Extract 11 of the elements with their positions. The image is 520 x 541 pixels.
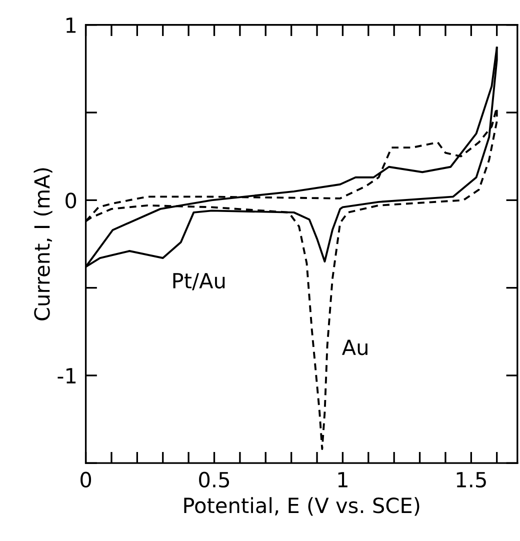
y-tick-label: 0 xyxy=(66,192,76,208)
x-tick-label: 0.5 xyxy=(199,472,229,488)
annotation: Au xyxy=(342,340,368,356)
x-tick-label: 1.5 xyxy=(456,472,486,488)
x-tick-label: 1 xyxy=(338,472,348,488)
x-tick-label: 0 xyxy=(80,472,92,488)
y-tick-label: 1 xyxy=(66,18,76,33)
y-tick-label: -1 xyxy=(58,368,76,384)
x-axis-title: Potential, E (V vs. SCE) xyxy=(184,497,420,516)
annotation: Pt/Au xyxy=(173,273,225,290)
y-axis-title: Current, I (mA) xyxy=(34,168,52,320)
